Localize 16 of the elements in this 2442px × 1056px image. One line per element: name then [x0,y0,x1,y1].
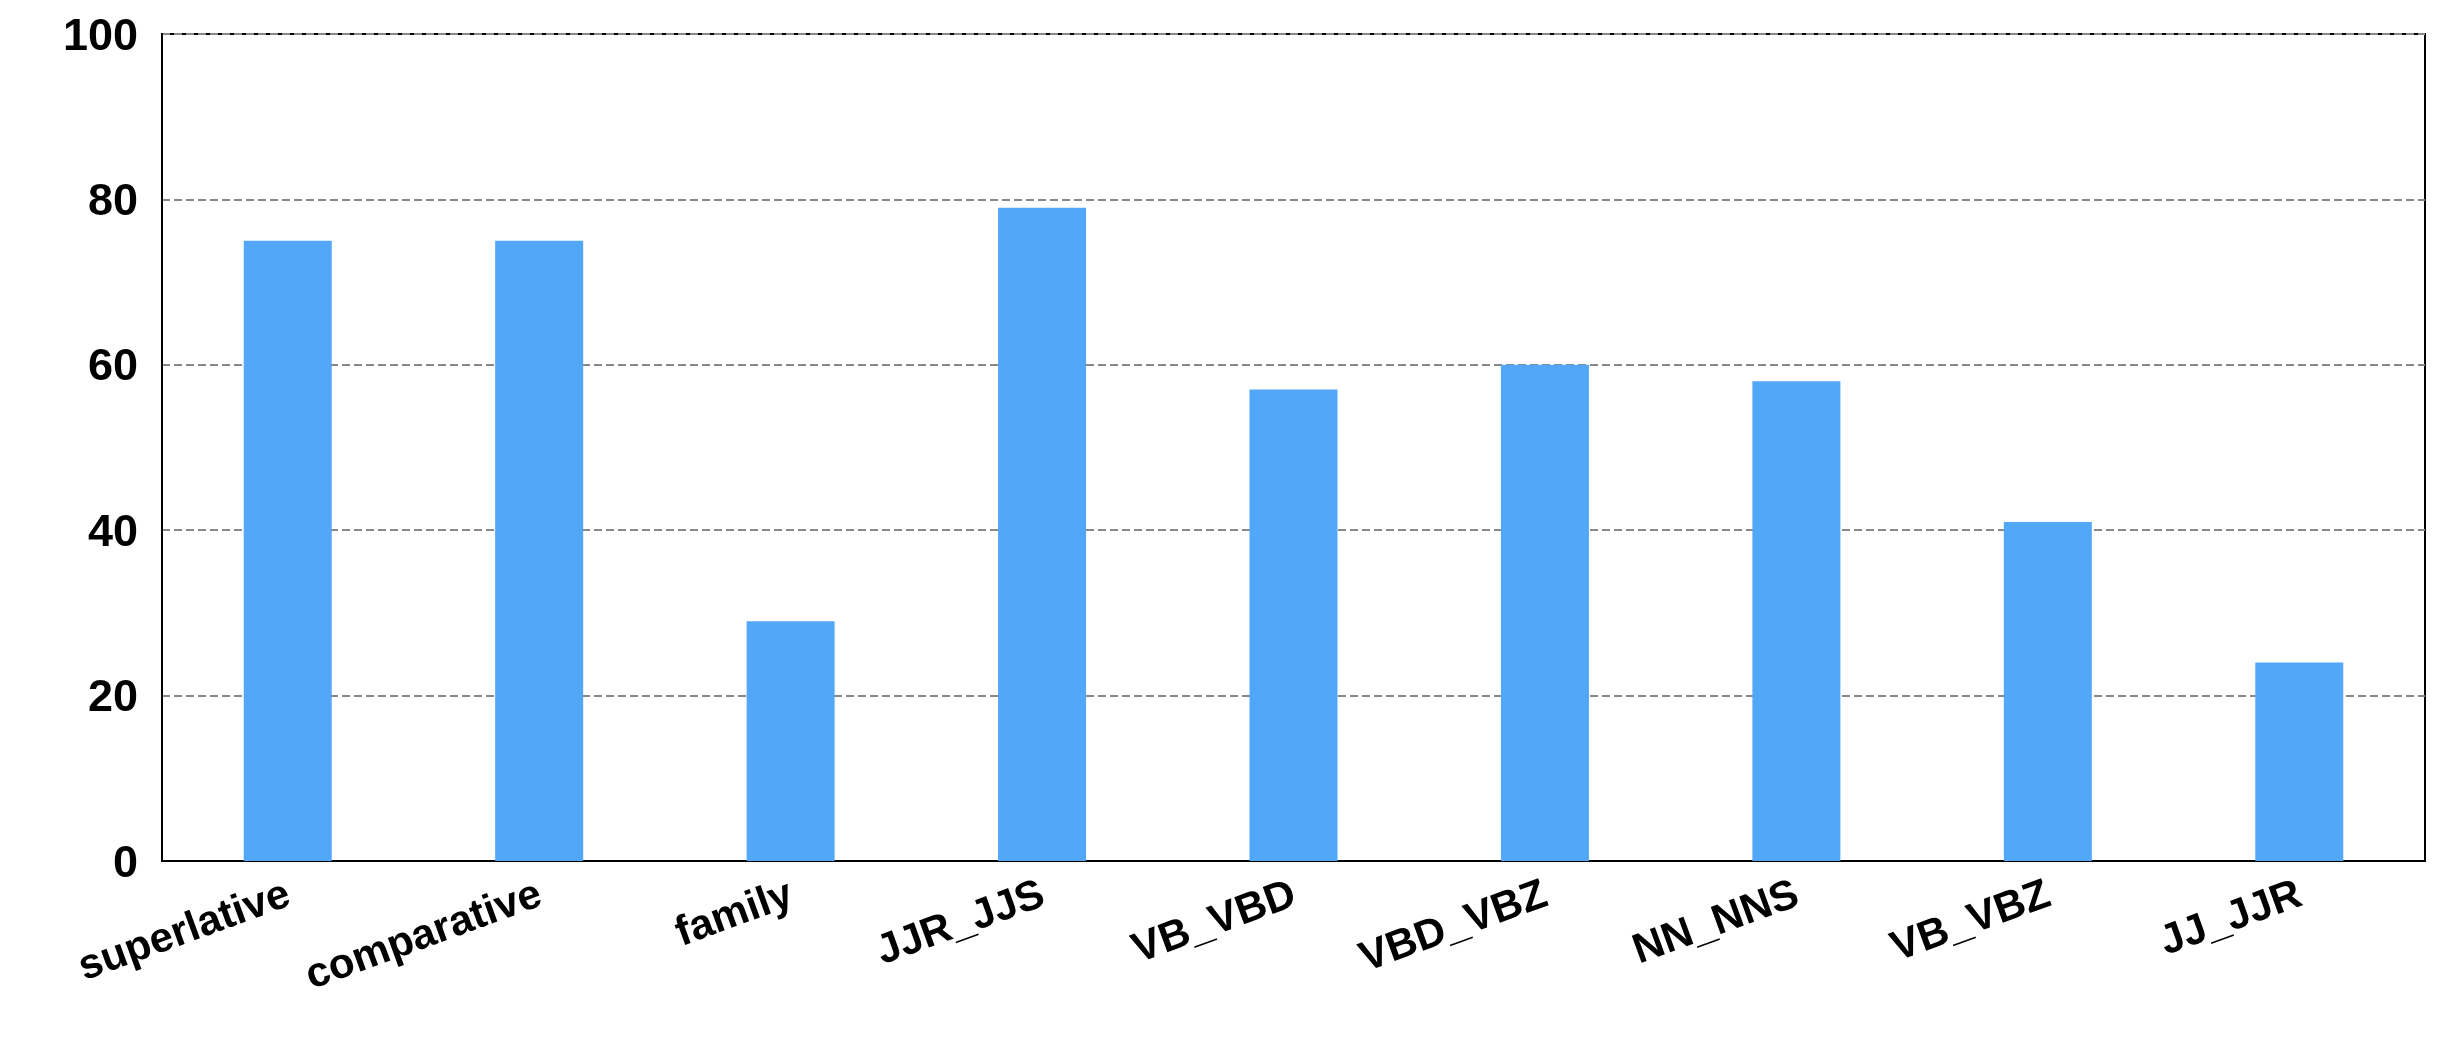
bar [1500,364,1589,861]
y-tick-label: 60 [87,339,138,391]
bar [1249,389,1338,861]
bar [1752,381,1841,861]
bar [2255,662,2344,861]
y-tick-label: 20 [87,670,138,722]
x-tick-label: family [668,868,800,955]
bar [495,240,584,861]
y-tick-label: 0 [112,835,138,887]
bar [998,207,1087,861]
y-tick-label: 40 [87,504,138,556]
y-tick-label: 80 [87,173,138,225]
bar [243,240,332,861]
bar [2003,521,2092,861]
bar [746,621,835,861]
y-tick-label: 100 [62,8,138,60]
